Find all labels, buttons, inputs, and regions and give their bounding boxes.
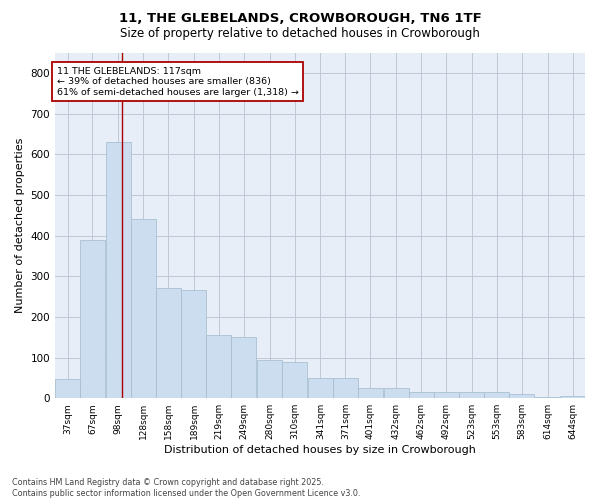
Bar xyxy=(106,142,131,398)
Bar xyxy=(257,360,282,398)
Bar xyxy=(409,392,434,398)
Bar xyxy=(282,362,307,398)
Bar xyxy=(560,396,585,398)
Bar xyxy=(383,388,409,398)
Text: 11, THE GLEBELANDS, CROWBOROUGH, TN6 1TF: 11, THE GLEBELANDS, CROWBOROUGH, TN6 1TF xyxy=(119,12,481,26)
Text: Contains HM Land Registry data © Crown copyright and database right 2025.
Contai: Contains HM Land Registry data © Crown c… xyxy=(12,478,361,498)
Bar xyxy=(80,240,105,398)
Text: Size of property relative to detached houses in Crowborough: Size of property relative to detached ho… xyxy=(120,28,480,40)
Bar xyxy=(232,337,256,398)
Bar xyxy=(181,290,206,398)
Bar xyxy=(509,394,534,398)
Bar xyxy=(156,288,181,398)
Bar xyxy=(206,335,232,398)
Bar xyxy=(55,379,80,398)
Bar xyxy=(460,392,484,398)
Bar xyxy=(333,378,358,398)
Bar xyxy=(131,220,156,398)
Bar xyxy=(434,392,458,398)
Y-axis label: Number of detached properties: Number of detached properties xyxy=(15,138,25,313)
Bar xyxy=(308,378,333,398)
Text: 11 THE GLEBELANDS: 117sqm
← 39% of detached houses are smaller (836)
61% of semi: 11 THE GLEBELANDS: 117sqm ← 39% of detac… xyxy=(57,66,299,96)
Bar xyxy=(358,388,383,398)
X-axis label: Distribution of detached houses by size in Crowborough: Distribution of detached houses by size … xyxy=(164,445,476,455)
Bar xyxy=(484,392,509,398)
